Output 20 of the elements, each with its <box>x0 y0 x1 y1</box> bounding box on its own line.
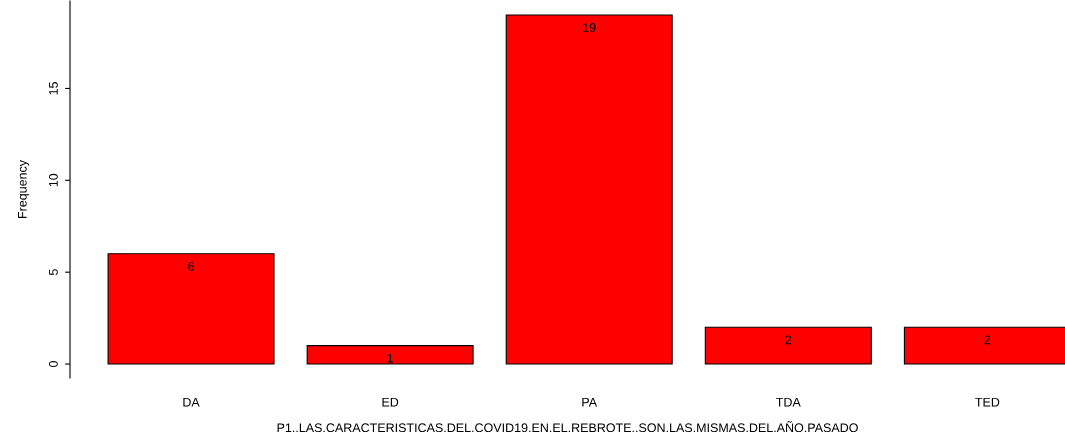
data-label: 6 <box>188 261 194 271</box>
x-tick-label: DA <box>183 397 200 407</box>
y-tick-label: 0 <box>48 361 58 368</box>
x-axis-title: P1..LAS.CARACTERISTICAS.DEL.COVID19.EN.EL.REBROTE..SON.LAS.MISMAS.DEL.AÑO.PASADO <box>277 421 858 432</box>
bar <box>505 14 673 365</box>
y-tick-label: 10 <box>48 173 58 187</box>
y-tick-label: 5 <box>49 269 58 276</box>
data-label: 2 <box>984 335 991 345</box>
bar <box>704 326 872 365</box>
x-tick-label: TED <box>975 397 1000 407</box>
data-label: 19 <box>583 23 596 32</box>
bar <box>306 345 474 365</box>
data-label: 2 <box>785 335 792 345</box>
x-tick-label: ED <box>382 397 399 407</box>
y-tick-label: 15 <box>49 82 58 95</box>
x-tick-label: PA <box>582 397 598 407</box>
bar <box>107 253 275 365</box>
x-tick-label: TDA <box>776 397 801 407</box>
y-axis-title: Frequency <box>17 159 30 218</box>
data-label: 1 <box>387 353 393 363</box>
